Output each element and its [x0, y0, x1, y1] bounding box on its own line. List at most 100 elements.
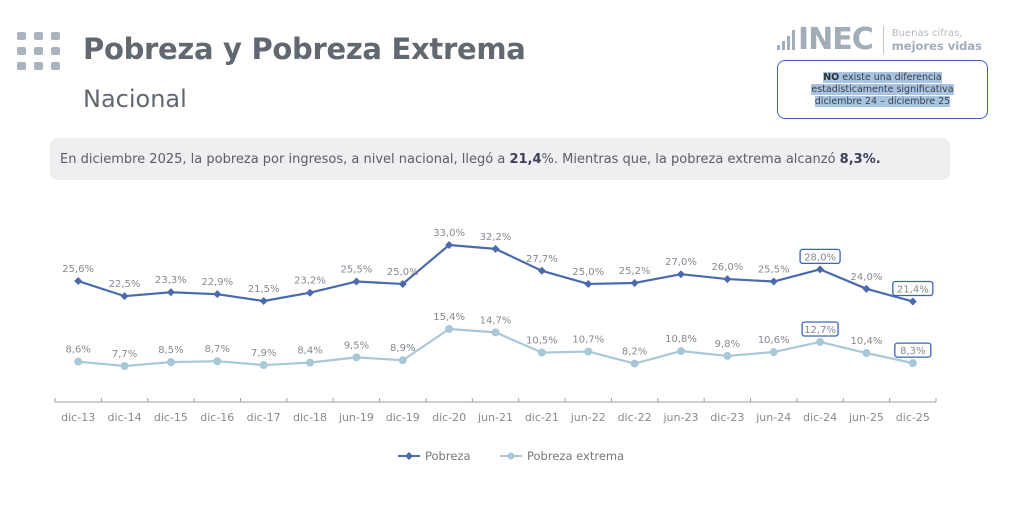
- significance-note: NO existe una diferencia estadísticament…: [777, 60, 988, 119]
- data-point-pobreza-extrema: [445, 325, 454, 333]
- x-tick-label: dic-23: [710, 411, 744, 424]
- data-point-pobreza-extrema: [908, 359, 917, 368]
- data-label: 7,9%: [251, 348, 276, 359]
- x-tick-label: jun-21: [477, 411, 513, 424]
- summary-text: En diciembre 2025, la pobreza por ingres…: [60, 152, 881, 167]
- data-point-pobreza-extrema: [862, 349, 871, 358]
- data-label: 23,3%: [155, 275, 187, 286]
- data-label: 22,9%: [201, 277, 233, 288]
- data-label: 8,6%: [65, 345, 90, 356]
- logo-tagline-2: mejores vidas: [891, 39, 983, 53]
- data-point-pobreza-extrema: [306, 358, 315, 367]
- data-point-pobreza: [723, 275, 732, 284]
- data-label: 27,0%: [665, 257, 697, 268]
- data-label: 24,0%: [851, 272, 883, 283]
- highlight-label-box: [801, 321, 839, 337]
- x-tick-label: jun-19: [338, 411, 374, 424]
- legend-pobreza-extrema-marker: [507, 452, 515, 460]
- data-point-pobreza: [676, 270, 685, 279]
- x-tick-label: dic-17: [247, 411, 281, 424]
- x-tick-label: dic-13: [61, 411, 95, 424]
- data-point-pobreza: [630, 278, 639, 287]
- x-tick-label: dic-20: [432, 411, 466, 424]
- summary-part-1: En diciembre 2025, la pobreza por ingres…: [60, 151, 510, 167]
- data-point-pobreza-extrema: [74, 357, 83, 366]
- legend-pobreza-marker: [405, 452, 413, 460]
- logo-tagline-1: Buenas cifras,: [891, 28, 963, 39]
- data-label: 8,3%: [900, 346, 925, 357]
- data-label: 25,5%: [341, 265, 373, 276]
- summary-part-2: %. Mientras que, la pobreza extrema alca…: [541, 151, 840, 167]
- data-label: 10,6%: [758, 335, 790, 346]
- note-line-3: diciembre 24 – diciembre 25: [814, 95, 951, 107]
- data-point-pobreza-extrema: [398, 356, 407, 365]
- x-tick-label: dic-24: [803, 411, 837, 424]
- x-tick-label: dic-25: [896, 411, 930, 424]
- data-label: 27,7%: [526, 254, 558, 265]
- note-line-2: estadísticamente significativa: [811, 83, 954, 95]
- data-point-pobreza: [537, 266, 546, 275]
- highlight-label-box: [892, 280, 934, 297]
- data-label: 7,7%: [112, 349, 137, 360]
- page-title: Pobreza y Pobreza Extrema: [83, 32, 526, 66]
- data-point-pobreza-extrema: [491, 328, 500, 337]
- legend-pobreza-extrema-label: Pobreza extrema: [527, 449, 624, 463]
- logo-name: INEC: [798, 22, 874, 57]
- signal-bars-icon: [777, 30, 795, 50]
- data-label: 8,7%: [205, 344, 230, 355]
- data-label: 33,0%: [433, 228, 465, 239]
- data-point-pobreza: [908, 297, 917, 306]
- note-bold: NO: [823, 71, 840, 83]
- data-point-pobreza: [120, 292, 129, 301]
- data-label: 22,5%: [109, 279, 141, 290]
- data-label: 9,5%: [344, 340, 369, 351]
- legend-pobreza-label: Pobreza: [425, 449, 471, 463]
- data-label: 25,5%: [758, 265, 790, 276]
- data-point-pobreza: [816, 265, 825, 274]
- data-point-pobreza: [352, 277, 361, 286]
- data-point-pobreza: [445, 241, 454, 249]
- highlight-label-box: [799, 248, 841, 264]
- inec-logo: INEC Buenas cifras, mejores vidas: [777, 24, 982, 56]
- data-point-pobreza-extrema: [723, 351, 732, 360]
- data-point-pobreza: [398, 279, 407, 288]
- data-label: 26,0%: [711, 262, 743, 273]
- x-tick-label: jun-24: [755, 411, 791, 424]
- summary-poverty-value: 21,4: [509, 151, 542, 167]
- data-point-pobreza-extrema: [537, 348, 546, 357]
- data-label: 12,7%: [804, 325, 836, 336]
- data-label: 14,7%: [480, 315, 512, 326]
- poverty-line-chart: dic-13 dic-14 dic-15 dic-16 dic-17 dic-18 jun-…: [54, 228, 937, 463]
- data-point-pobreza-extrema: [676, 347, 685, 356]
- data-point-pobreza-extrema: [352, 353, 361, 362]
- data-label: 15,4%: [433, 312, 465, 323]
- data-label: 25,2%: [619, 266, 651, 277]
- data-label: 10,5%: [526, 336, 558, 347]
- data-point-pobreza-extrema: [213, 357, 222, 366]
- x-tick-label: dic-16: [200, 411, 234, 424]
- x-tick-label: dic-22: [618, 411, 652, 424]
- data-label: 21,5%: [248, 284, 280, 295]
- data-label: 25,0%: [572, 267, 604, 278]
- data-label: 21,4%: [897, 284, 929, 295]
- data-label: 25,0%: [387, 267, 419, 278]
- logo-tagline: Buenas cifras, mejores vidas: [892, 28, 982, 52]
- data-label: 8,2%: [622, 347, 647, 358]
- x-tick-label: jun-25: [848, 411, 884, 424]
- data-point-pobreza: [584, 279, 593, 288]
- data-point-pobreza: [259, 297, 268, 305]
- note-line-1: existe una diferencia: [839, 71, 942, 83]
- page-subtitle: Nacional: [83, 85, 187, 113]
- data-point-pobreza: [862, 284, 871, 293]
- x-tick-label: jun-22: [570, 411, 606, 424]
- data-point-pobreza: [306, 288, 315, 297]
- summary-extreme-value: 8,3%.: [839, 151, 881, 167]
- data-point-pobreza: [74, 277, 83, 286]
- data-point-pobreza-extrema: [816, 337, 825, 346]
- data-point-pobreza: [769, 277, 778, 286]
- data-label: 10,7%: [572, 335, 604, 346]
- data-label: 8,4%: [297, 346, 322, 357]
- data-point-pobreza-extrema: [259, 361, 268, 370]
- data-label: 28,0%: [804, 252, 836, 263]
- highlight-label-box: [894, 342, 932, 358]
